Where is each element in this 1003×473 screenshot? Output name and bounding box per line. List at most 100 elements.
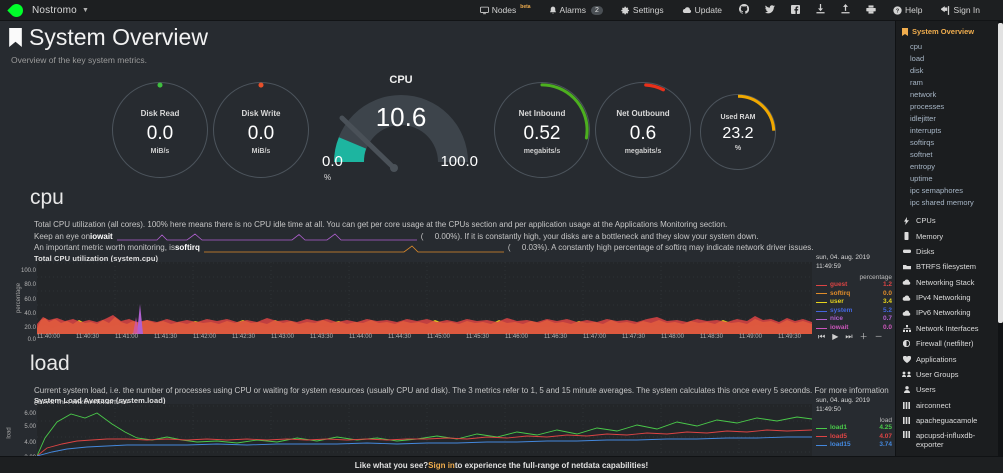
zoom-in-icon[interactable]: ＋ [859, 332, 868, 341]
load-chart-plot[interactable] [37, 404, 812, 456]
legend-row-softirq[interactable]: softirq 0.0 [816, 290, 892, 299]
sidebar-item-entropy[interactable]: entropy [910, 161, 936, 171]
sidebar-item-apacheguacamole[interactable]: apacheguacamole [896, 413, 1003, 428]
legend-label: iowait [830, 323, 849, 331]
cpu-desc-line3-post: ). A constantly high percentage of softi… [544, 243, 814, 252]
monitor-icon [479, 6, 489, 14]
nav-item-update[interactable]: Update [673, 5, 731, 15]
nav-item-alarms[interactable]: Alarms 2 [540, 5, 612, 15]
sidebar-item-cpus[interactable]: CPUs [896, 213, 1003, 228]
sidebar-item-label: apcupsd-influxdb-exporter [916, 431, 976, 450]
nav-item-upload[interactable] [833, 1, 858, 19]
cpu-desc-line3-pre: An important metric worth monitoring, is [34, 243, 175, 252]
xtick: 11:48:00 [661, 334, 684, 340]
gauge-disk-read[interactable]: Disk Read 0.0 MiB/s [112, 82, 208, 178]
sidebar-item-firewall[interactable]: Firewall (netfilter) [896, 336, 1003, 351]
footer-signin-link[interactable]: Sign in [428, 460, 455, 470]
sidebar-item-processes[interactable]: processes [910, 101, 945, 111]
gauge-arc-disk-write [258, 82, 264, 88]
nav-item-nodes[interactable]: Nodes beta [471, 4, 540, 15]
nav-item-twitter[interactable] [757, 1, 783, 19]
gauge-net-inbound[interactable]: Net Inbound 0.52 megabits/s [494, 82, 590, 178]
legend-row-load5[interactable]: load5 4.07 [816, 433, 892, 442]
sidebar-item-memory[interactable]: Memory [896, 228, 1003, 243]
cpu-section-description: Total CPU utilization (all cores). 100% … [34, 219, 889, 254]
sidebar-item-softnet[interactable]: softnet [910, 149, 933, 159]
sidebar-item-users[interactable]: Users [896, 382, 1003, 397]
chevron-down-icon[interactable]: ▼ [81, 6, 89, 14]
play-icon[interactable]: ▶ [832, 332, 839, 341]
sidebar-item-ipv6-networking[interactable]: IPv6 Networking [896, 305, 1003, 320]
sidebar-scrollbar-thumb[interactable] [998, 23, 1003, 323]
gauge-unit: % [734, 145, 742, 152]
gauge-cpu[interactable]: CPU 10.6 0.0 % 100.0 [316, 74, 486, 182]
sidebar-item-softirqs[interactable]: softirqs [910, 137, 935, 147]
nav-item-github[interactable] [731, 1, 757, 19]
cpu-chart-ytick-60: 60.0 [24, 297, 36, 303]
svg-text:?: ? [896, 8, 900, 14]
legend-row-iowait[interactable]: iowait 0.0 [816, 324, 892, 333]
zoom-out-icon[interactable]: － [874, 332, 883, 341]
sidebar-item-apcupsd-influxdb-exporter[interactable]: apcupsd-influxdb-exporter [896, 428, 1003, 452]
softirq-sparkline [203, 245, 504, 253]
cpu-chart-ytick-100: 100.0 [20, 268, 36, 274]
skip-forward-icon[interactable]: ⏭ [845, 331, 853, 341]
gauge-value: 0.6 [629, 123, 657, 144]
gauge-used-ram[interactable]: Used RAM 23.2 % [700, 94, 776, 170]
xtick: 11:45:30 [466, 334, 489, 340]
xtick: 11:40:30 [76, 334, 99, 340]
grid-icon [902, 401, 911, 409]
sidebar-scrollbar[interactable] [998, 21, 1003, 473]
sidebar-item-ipc-shared-memory[interactable]: ipc shared memory [910, 197, 974, 207]
sidebar-item-network-interfaces[interactable]: Network Interfaces [896, 321, 1003, 336]
nav-item-print[interactable] [858, 1, 884, 19]
sidebar-item-user-groups[interactable]: User Groups [896, 367, 1003, 382]
nav-item-signin[interactable]: Sign In [932, 5, 989, 15]
sidebar-item-load[interactable]: load [910, 53, 925, 63]
gauge-net-outbound[interactable]: Net Outbound 0.6 megabits/s [595, 82, 691, 178]
load-desc-wikipedia-link[interactable]: wikipedia article [71, 397, 129, 407]
gauge-disk-write[interactable]: Disk Write 0.0 MiB/s [213, 82, 309, 178]
sidebar-item-applications[interactable]: Applications [896, 351, 1003, 366]
sidebar-item-networking-stack[interactable]: Networking Stack [896, 275, 1003, 290]
sidebar-header-system-overview[interactable]: System Overview [896, 21, 1003, 40]
legend-value: 4.25 [879, 424, 892, 431]
nav-item-help[interactable]: ? Help [884, 5, 931, 15]
nav-item-settings[interactable]: Settings [612, 5, 673, 15]
gauge-label: Disk Write [241, 109, 281, 118]
legend-swatch-icon [816, 284, 827, 286]
signin-icon [940, 5, 949, 15]
gauge-ring [494, 82, 590, 178]
sidebar-item-network[interactable]: network [910, 89, 937, 99]
sidebar-item-interrupts[interactable]: interrupts [910, 125, 942, 135]
sidebar-item-btrfs-filesystem[interactable]: BTRFS filesystem [896, 259, 1003, 274]
sidebar-item-airconnect[interactable]: airconnect [896, 398, 1003, 413]
cpu-chart-title: Total CPU utilization (system.cpu) [34, 254, 159, 263]
apps-icon [902, 355, 911, 363]
xtick: 11:47:30 [622, 334, 645, 340]
legend-unit: load [879, 417, 892, 424]
xtick: 11:49:00 [739, 334, 762, 340]
sidebar-item-ipc-semaphores[interactable]: ipc semaphores [910, 185, 963, 195]
legend-row-load15[interactable]: load15 3.74 [816, 441, 892, 450]
sidebar-item-cpu[interactable]: cpu [910, 41, 923, 51]
legend-row-nice[interactable]: nice 0.7 [816, 315, 892, 324]
sidebar-item-uptime[interactable]: uptime [910, 173, 933, 183]
top-navigation-bar: Nostromo ▼ Nodes beta Alarms 2 Settings … [0, 0, 1003, 21]
sidebar-item-idlejitter[interactable]: idlejitter [910, 113, 936, 123]
nav-item-facebook[interactable] [783, 1, 808, 19]
users-icon [902, 371, 911, 378]
brand-name[interactable]: Nostromo [32, 4, 77, 16]
legend-row-user[interactable]: user 3.4 [816, 298, 892, 307]
legend-row-load1[interactable]: load1 4.25 [816, 424, 892, 433]
legend-row-guest[interactable]: guest 1.2 [816, 281, 892, 290]
nav-item-download[interactable] [808, 1, 833, 19]
sidebar-item-disks[interactable]: Disks [896, 244, 1003, 259]
sidebar-item-ipv4-networking[interactable]: IPv4 Networking [896, 290, 1003, 305]
skip-backward-icon[interactable]: ⏮ [818, 331, 826, 341]
gauges-row: Disk Read 0.0 MiB/s Disk Write 0.0 MiB/s… [0, 74, 893, 183]
cpu-chart-plot[interactable] [37, 262, 812, 334]
sidebar-item-ram[interactable]: ram [910, 77, 923, 87]
legend-row-system[interactable]: system 5.2 [816, 307, 892, 316]
sidebar-item-disk[interactable]: disk [910, 65, 924, 75]
